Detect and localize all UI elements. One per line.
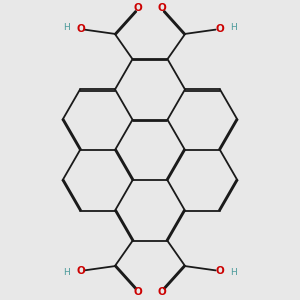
Text: O: O — [215, 24, 224, 34]
Text: H: H — [63, 268, 69, 278]
Text: O: O — [76, 24, 85, 34]
Text: O: O — [134, 287, 142, 297]
Text: O: O — [215, 266, 224, 276]
Text: O: O — [158, 287, 166, 297]
Text: O: O — [158, 3, 166, 13]
Text: H: H — [231, 22, 237, 32]
Text: O: O — [76, 266, 85, 276]
Text: H: H — [63, 22, 69, 32]
Text: H: H — [231, 268, 237, 278]
Text: O: O — [134, 3, 142, 13]
